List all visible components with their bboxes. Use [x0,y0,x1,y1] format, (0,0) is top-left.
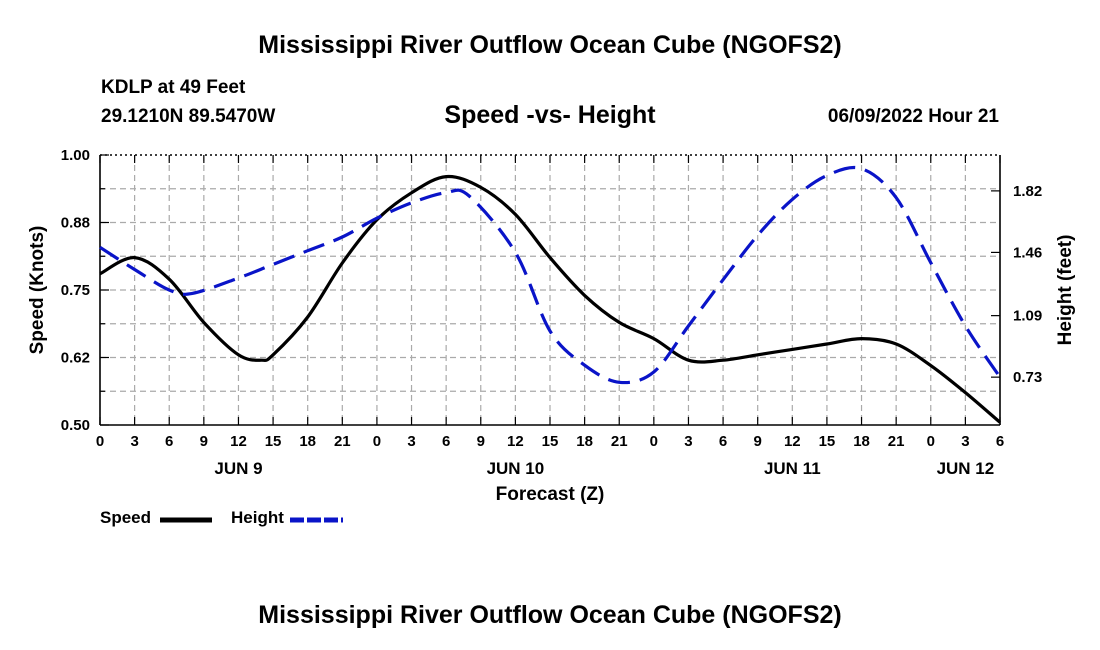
x-tick-label: 3 [407,433,415,450]
x-tick-label: 12 [230,433,247,450]
day-label: JUN 12 [937,459,995,478]
y-tick-label: 0.62 [61,350,90,367]
x-tick-label: 0 [373,433,381,450]
y2-axis-title: Height (feet) [1055,235,1076,346]
x-tick-label: 15 [265,433,282,450]
legend-height-label: Height [231,508,284,527]
x-tick-label: 15 [542,433,559,450]
x-tick-label: 18 [853,433,870,450]
x-tick-label: 0 [927,433,935,450]
y2-tick-label: 1.09 [1013,308,1042,325]
x-tick-label: 6 [165,433,173,450]
x-tick-label: 18 [576,433,593,450]
x-tick-label: 3 [961,433,969,450]
y-tick-label: 0.75 [61,282,90,299]
x-tick-label: 0 [650,433,658,450]
x-tick-label: 9 [754,433,762,450]
x-tick-label: 3 [684,433,692,450]
y-tick-label: 1.00 [61,147,90,164]
x-tick-label: 12 [507,433,524,450]
day-label: JUN 9 [214,459,262,478]
day-label: JUN 11 [764,459,821,478]
x-tick-label: 21 [888,433,905,450]
height-series-line [99,165,1002,385]
legend-speed-label: Speed [100,508,152,527]
speed-series-line [99,174,1002,424]
chart-subtitle: Speed -vs- Height [444,101,656,129]
day-label: JUN 10 [487,459,545,478]
y-tick-label: 0.88 [61,215,90,232]
y-tick-label: 0.50 [61,417,90,434]
y-axis-title: Speed (Knots) [27,226,48,355]
y2-tick-label: 0.73 [1013,369,1042,386]
x-tick-label: 12 [784,433,801,450]
station-coordinates: 29.1210N 89.5470W [101,106,276,127]
x-tick-label: 6 [719,433,727,450]
x-tick-label: 21 [611,433,628,450]
x-tick-label: 6 [996,433,1004,450]
x-tick-label: 9 [477,433,485,450]
y2-tick-label: 1.46 [1013,244,1042,261]
forecast-datetime: 06/09/2022 Hour 21 [827,106,999,127]
x-tick-label: 15 [819,433,836,450]
bottom-title: Mississippi River Outflow Ocean Cube (NG… [258,601,842,629]
x-tick-label: 0 [96,433,104,450]
x-tick-label: 6 [442,433,450,450]
x-tick-label: 3 [130,433,138,450]
chart-title: Mississippi River Outflow Ocean Cube (NG… [258,31,842,59]
x-tick-label: 21 [334,433,351,450]
x-tick-label: 9 [200,433,208,450]
x-axis-title: Forecast (Z) [496,484,605,505]
station-name: KDLP at 49 Feet [101,77,246,98]
x-tick-label: 18 [299,433,316,450]
y2-tick-label: 1.82 [1013,183,1042,200]
